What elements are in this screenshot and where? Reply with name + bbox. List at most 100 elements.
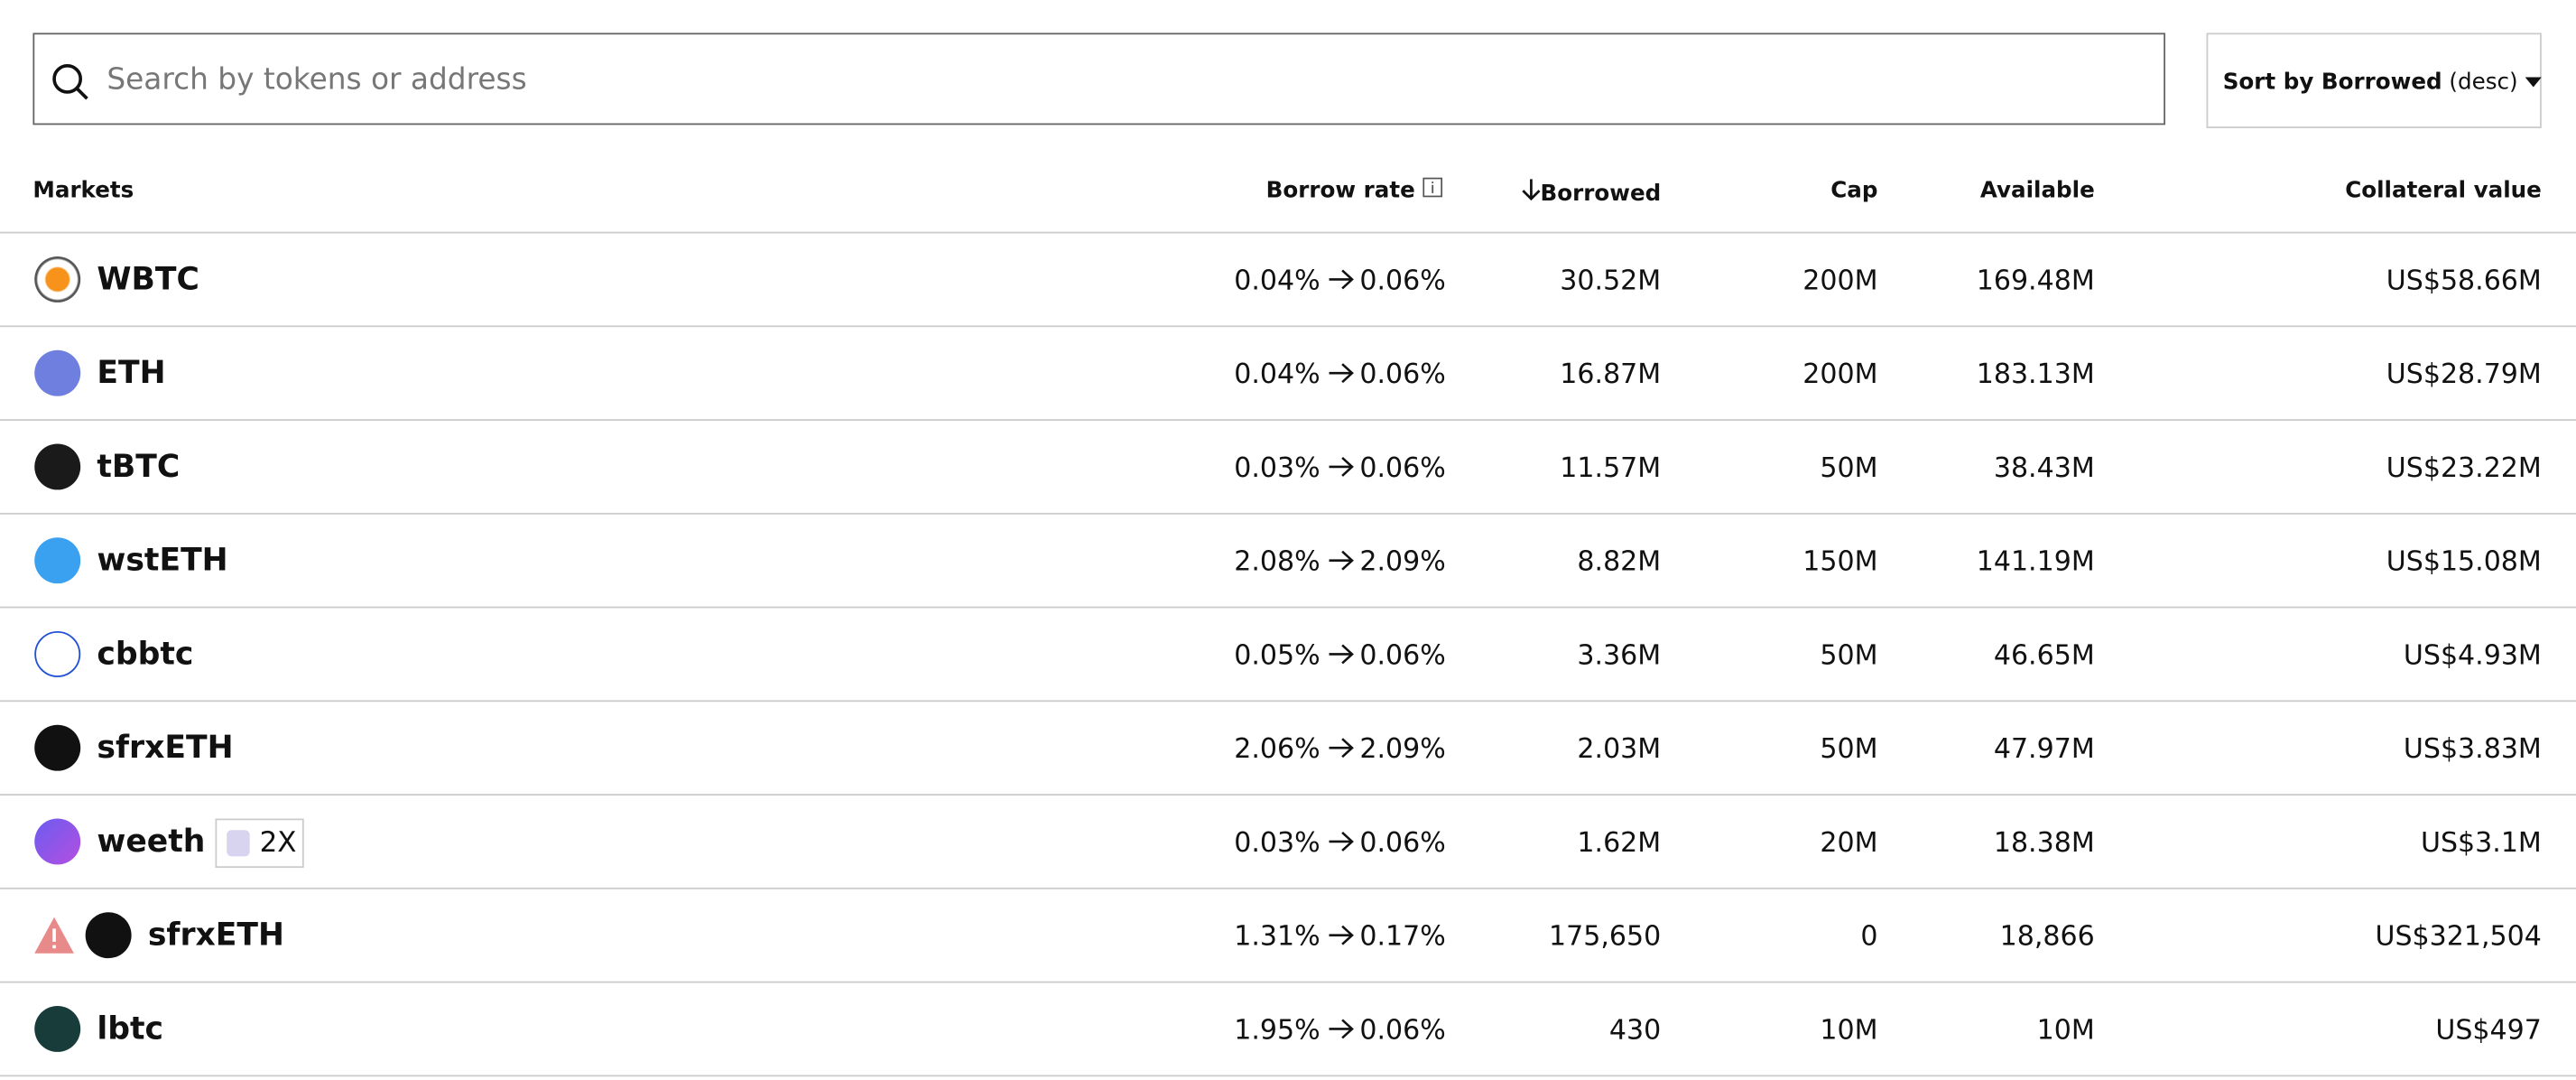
table-row[interactable]: ETH 0.04% 0.06% 16.87M 200M 183.13M US$28.79M [0, 327, 2576, 421]
rate-arrow [1328, 269, 1354, 290]
borrowed: 8.82M [1577, 545, 1662, 577]
col-header: Collateral value [2345, 177, 2542, 204]
available: 18,866 [1999, 920, 2095, 952]
table-row[interactable]: WBTC 0.04% 0.06% 30.52M 200M 169.48M US$58.66M [0, 233, 2576, 328]
borrow-rate: 2.06% 2.09% [1234, 702, 1446, 796]
caret [2525, 77, 2542, 88]
rate-arrow [1328, 925, 1354, 945]
table-row[interactable]: sfrxETH 1.31% 0.17% 175,650 0 18,866 US$321,50… [0, 889, 2576, 983]
collateral-value: US$497 [2435, 1014, 2542, 1046]
borrowed: 430 [1608, 1014, 1662, 1046]
borrowed: 30.52M [1560, 265, 1662, 296]
rate-to: 0.06% [1359, 639, 1446, 671]
available: 46.65M [1993, 639, 2095, 671]
borrow-rate: 0.03% 0.06% [1234, 796, 1446, 889]
rate-from: 2.06% [1234, 732, 1320, 765]
rate-arrow [1328, 456, 1354, 477]
token-icon [34, 1005, 81, 1052]
table-row[interactable]: weeth 2X 0.03% 0.06% 1.62M 20M 18.38M US$3.1M [0, 796, 2576, 889]
rate-from: 0.05% [1234, 639, 1320, 671]
cap: 50M [1820, 452, 1878, 484]
sort-label: Sort by Borrowed [2222, 69, 2442, 96]
rate-to: 2.09% [1359, 545, 1446, 577]
rate-to: 0.06% [1359, 1014, 1446, 1046]
cap: 200M [1802, 265, 1878, 296]
col-header[interactable]: Borrowed [1521, 178, 1662, 208]
available: 141.19M [1976, 545, 2095, 577]
collateral-value: US$15.08M [2386, 545, 2542, 577]
token-icon [34, 256, 81, 303]
rate-from: 2.08% [1234, 545, 1320, 577]
rate-to: 0.06% [1359, 265, 1446, 296]
collateral-value: US$3.1M [2421, 826, 2542, 859]
col-header: Markets [32, 177, 134, 204]
sort-button[interactable]: Sort by Borrowed (desc) [2206, 33, 2542, 128]
rate-from: 1.95% [1234, 1014, 1320, 1046]
token-icon [85, 912, 132, 959]
market-name: sfrxETH [147, 917, 284, 954]
rate-from: 0.04% [1234, 358, 1320, 390]
info-icon [1422, 177, 1443, 198]
collateral-value: US$58.66M [2386, 265, 2542, 296]
borrowed: 11.57M [1560, 452, 1662, 484]
token-icon [34, 443, 81, 490]
col-header-text: Borrow rate [1265, 177, 1415, 204]
borrow-rate: 0.03% 0.06% [1234, 421, 1446, 515]
sort-arrow [1521, 179, 1540, 201]
col-header: Borrow rate [1265, 177, 1443, 204]
market-name: wstETH [97, 542, 228, 579]
cap: 50M [1820, 732, 1878, 765]
rate-arrow [1328, 550, 1354, 571]
borrow-rate: 1.31% 0.17% [1234, 889, 1446, 983]
rate-from: 0.03% [1234, 452, 1320, 484]
table-row[interactable]: cbbtc 0.05% 0.06% 3.36M 50M 46.65M US$4.93M [0, 608, 2576, 703]
table-row[interactable]: wstETH 2.08% 2.09% 8.82M 150M 141.19M US$15.08… [0, 515, 2576, 609]
table-row[interactable]: sfrxETH 2.06% 2.09% 2.03M 50M 47.97M US$3.83M [0, 702, 2576, 796]
collateral-value: US$28.79M [2386, 358, 2542, 390]
rate-to: 0.06% [1359, 826, 1446, 859]
available: 47.97M [1993, 732, 2095, 765]
cap: 200M [1802, 358, 1878, 390]
col-header-text: Borrowed [1540, 181, 1662, 208]
available: 38.43M [1993, 452, 2095, 484]
rate-to: 2.09% [1359, 732, 1446, 765]
borrowed: 16.87M [1560, 358, 1662, 390]
available: 18.38M [1993, 826, 2095, 859]
search-icon [52, 63, 88, 100]
table-row[interactable]: lbtc 1.95% 0.06% 430 10M 10M US$497 [0, 982, 2576, 1077]
sort-order: (desc) [2449, 69, 2518, 96]
token-icon [34, 349, 81, 396]
available: 10M [2036, 1014, 2095, 1046]
market-name: lbtc [97, 1010, 164, 1047]
collateral-value: US$23.22M [2386, 452, 2542, 484]
market-name: tBTC [97, 448, 181, 485]
token-icon [34, 724, 81, 771]
rate-arrow [1328, 1019, 1354, 1039]
rate-from: 0.04% [1234, 265, 1320, 296]
market-name: weeth [97, 823, 206, 860]
warning-icon [34, 917, 74, 954]
borrow-rate: 0.04% 0.06% [1234, 233, 1446, 327]
rate-to: 0.06% [1359, 452, 1446, 484]
search-box[interactable]: Search by tokens or address [32, 33, 2166, 126]
market-name: ETH [97, 355, 166, 392]
borrowed: 175,650 [1549, 920, 1662, 952]
borrow-rate: 1.95% 0.06% [1234, 982, 1446, 1076]
rate-arrow [1328, 831, 1354, 852]
rate-from: 1.31% [1234, 920, 1320, 952]
rate-arrow [1328, 644, 1354, 665]
market-name: WBTC [97, 261, 199, 298]
borrowed: 3.36M [1577, 639, 1662, 671]
rate-to: 0.17% [1359, 920, 1446, 952]
rate-arrow [1328, 363, 1354, 384]
rate-arrow [1328, 738, 1354, 759]
col-header: Cap [1830, 177, 1878, 204]
table-row[interactable]: tBTC 0.03% 0.06% 11.57M 50M 38.43M US$23.22M [0, 421, 2576, 515]
cap: 10M [1820, 1014, 1878, 1046]
market-name: cbbtc [97, 636, 194, 673]
borrow-rate: 0.04% 0.06% [1234, 327, 1446, 421]
available: 169.48M [1976, 265, 2095, 296]
collateral-value: US$321,504 [2375, 920, 2542, 952]
borrowed: 1.62M [1577, 826, 1662, 859]
